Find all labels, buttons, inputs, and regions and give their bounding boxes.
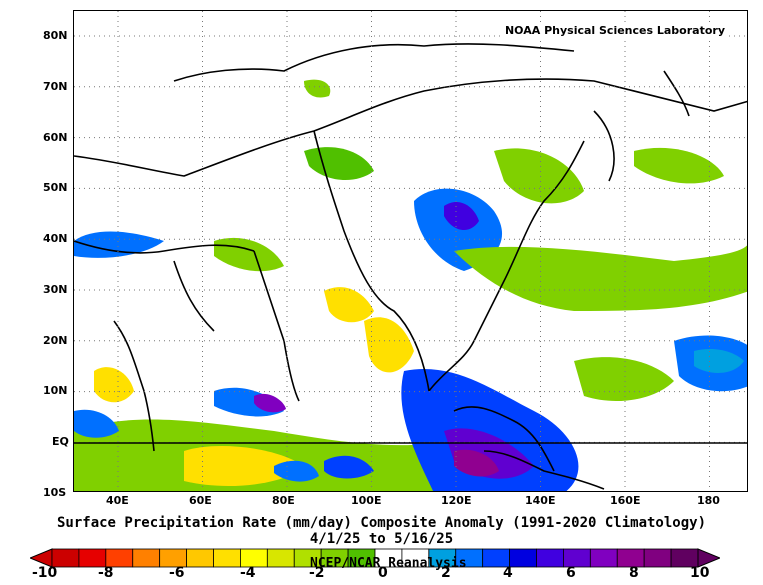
graticule [74,11,747,491]
lat-label: 40N [43,232,68,245]
colorbar-swatch [266,548,295,568]
lat-label: 10S [43,486,67,499]
lon-label: 140E [525,494,556,507]
colorbar-tick: -4 [240,565,256,581]
colorbar-tick: 2 [441,565,451,581]
map-title: Surface Precipitation Rate (mm/day) Comp… [56,515,706,531]
date-range: 4/1/25 to 5/16/25 [309,531,454,547]
colorbar-tick: 6 [566,565,576,581]
colorbar-tick: -10 [32,565,58,581]
lat-label: 20N [43,334,68,347]
lon-label: 120E [441,494,472,507]
colorbar-swatch [186,548,214,568]
colorbar-tick: 4 [503,565,513,581]
colorbar-swatch [213,548,241,568]
lat-label: 10N [43,384,68,397]
colorbar-tick: 0 [378,565,388,581]
lon-label: 40E [106,494,129,507]
colorbar-swatch [509,548,537,568]
lat-label: EQ [52,435,69,448]
colorbar [30,548,720,568]
lat-label: 60N [43,131,68,144]
coastlines [74,43,747,490]
colorbar-swatch [589,548,618,568]
colorbar-tick: 10 [690,565,710,581]
colorbar-swatch [132,548,161,568]
anomaly-fields [74,79,747,491]
lon-label: 100E [351,494,382,507]
colorbar-tick: -8 [98,565,114,581]
lat-label: 50N [43,181,68,194]
precip-anomaly-map [74,11,747,491]
reanalysis-label: NCEP/NCAR Reanalysis [310,556,467,571]
colorbar-tick: -6 [169,565,185,581]
lon-label: 60E [189,494,212,507]
colorbar-tick: 8 [629,565,639,581]
lon-label: 160E [610,494,641,507]
colorbar-tick: -2 [309,565,325,581]
colorbar-swatch [536,548,564,568]
lat-label: 30N [43,283,68,296]
colorbar-swatch [643,548,672,568]
credit-label: NOAA Physical Sciences Laboratory [502,24,727,37]
lon-label: 180 [697,494,720,507]
map-panel: NOAA Physical Sciences Laboratory [73,10,748,492]
lat-label: 70N [43,80,68,93]
lon-label: 80E [272,494,295,507]
lat-label: 80N [43,29,68,42]
colorbar-high-arrow [697,548,720,568]
